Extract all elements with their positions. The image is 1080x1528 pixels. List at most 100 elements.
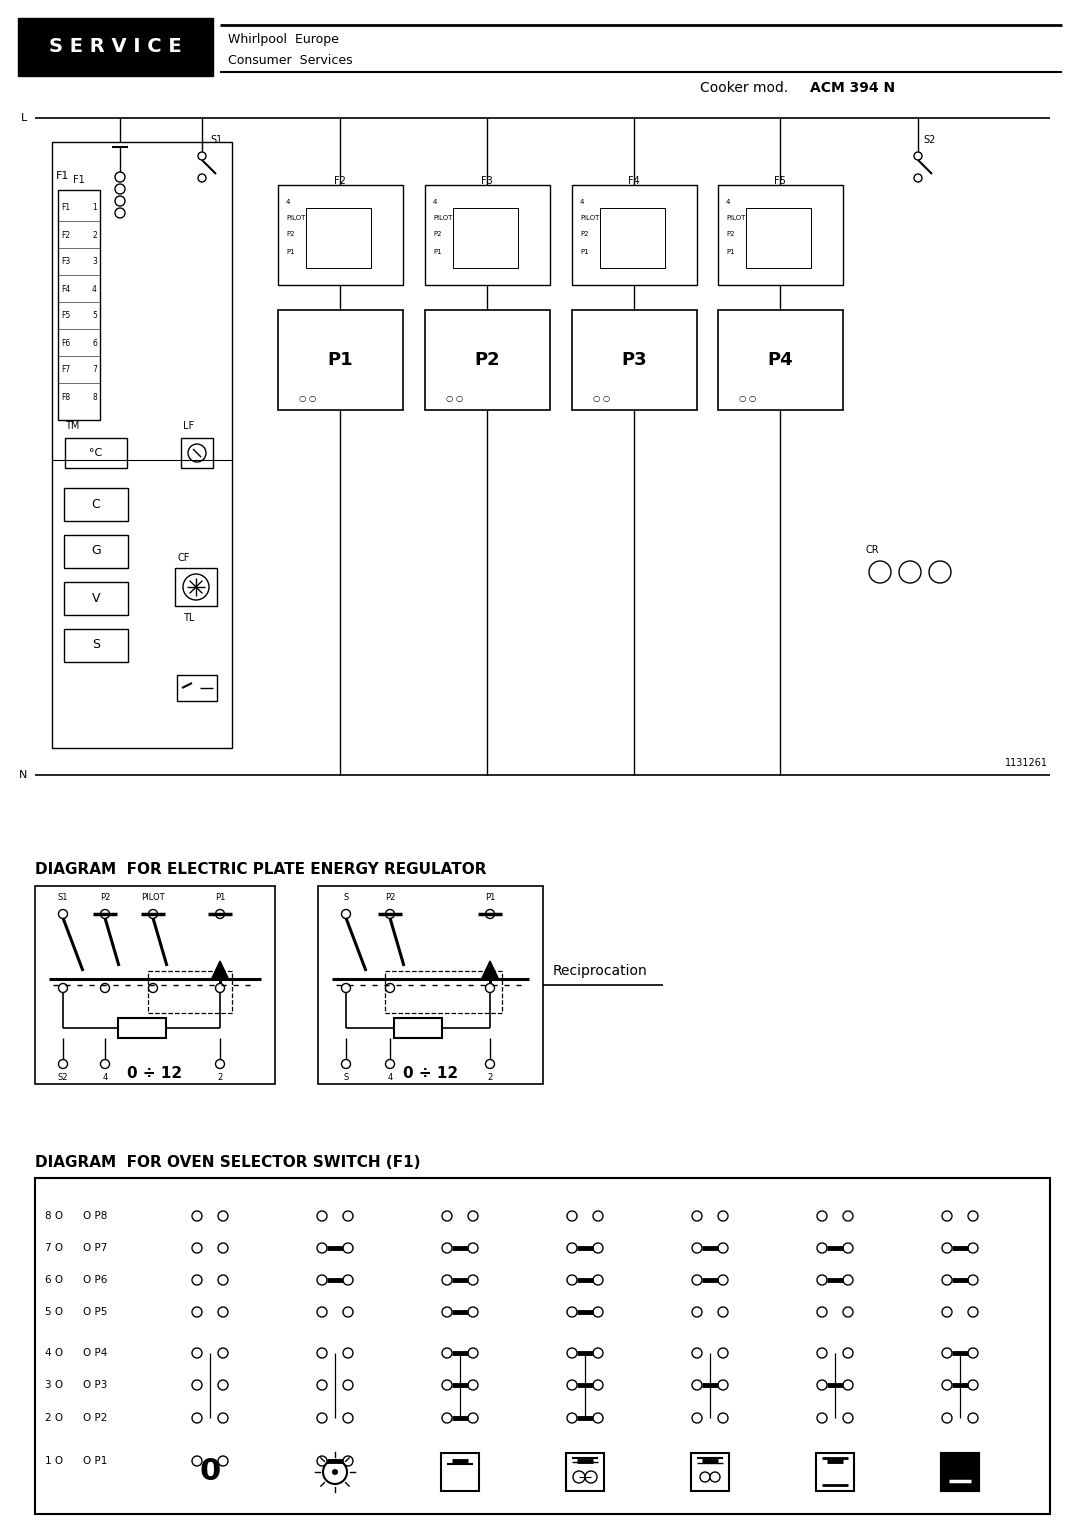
Circle shape bbox=[218, 1348, 228, 1358]
Circle shape bbox=[843, 1413, 853, 1423]
Text: PILOT: PILOT bbox=[580, 215, 599, 222]
Bar bbox=[35, 886, 275, 1083]
Circle shape bbox=[386, 909, 394, 918]
Text: ○ ○: ○ ○ bbox=[299, 394, 316, 402]
Text: °C: °C bbox=[90, 448, 103, 458]
Circle shape bbox=[593, 1274, 603, 1285]
Circle shape bbox=[386, 1059, 394, 1068]
Text: O P2: O P2 bbox=[83, 1413, 107, 1423]
Circle shape bbox=[100, 984, 109, 993]
Text: 1: 1 bbox=[92, 203, 97, 212]
Circle shape bbox=[218, 1306, 228, 1317]
Text: F2: F2 bbox=[334, 176, 346, 186]
Circle shape bbox=[816, 1413, 827, 1423]
Bar bbox=[941, 1453, 978, 1491]
Circle shape bbox=[567, 1380, 577, 1390]
Circle shape bbox=[442, 1242, 453, 1253]
Circle shape bbox=[486, 1059, 495, 1068]
Text: P2: P2 bbox=[433, 231, 442, 237]
Circle shape bbox=[968, 1380, 978, 1390]
Polygon shape bbox=[211, 961, 229, 979]
Circle shape bbox=[442, 1212, 453, 1221]
Circle shape bbox=[843, 1348, 853, 1358]
Circle shape bbox=[198, 151, 206, 160]
Circle shape bbox=[218, 1274, 228, 1285]
Circle shape bbox=[192, 1212, 202, 1221]
Bar bbox=[181, 439, 213, 468]
Circle shape bbox=[216, 909, 225, 918]
Circle shape bbox=[343, 1274, 353, 1285]
Bar bbox=[426, 185, 550, 286]
Circle shape bbox=[968, 1306, 978, 1317]
Circle shape bbox=[468, 1242, 478, 1253]
Text: Whirlpool  Europe: Whirlpool Europe bbox=[228, 34, 339, 46]
Circle shape bbox=[442, 1274, 453, 1285]
Text: 5: 5 bbox=[92, 312, 97, 321]
Circle shape bbox=[593, 1380, 603, 1390]
Circle shape bbox=[341, 984, 351, 993]
Circle shape bbox=[718, 1306, 728, 1317]
Circle shape bbox=[692, 1306, 702, 1317]
Text: PILOT: PILOT bbox=[141, 892, 165, 902]
Circle shape bbox=[114, 208, 125, 219]
Circle shape bbox=[692, 1380, 702, 1390]
Text: 8 O: 8 O bbox=[45, 1212, 63, 1221]
Text: V: V bbox=[92, 591, 100, 605]
Circle shape bbox=[942, 1274, 951, 1285]
Circle shape bbox=[593, 1212, 603, 1221]
Circle shape bbox=[192, 1456, 202, 1465]
Text: P4: P4 bbox=[767, 351, 793, 368]
Circle shape bbox=[58, 984, 67, 993]
Text: LF: LF bbox=[183, 422, 194, 431]
Circle shape bbox=[692, 1348, 702, 1358]
Circle shape bbox=[942, 1456, 951, 1465]
Text: 0 ÷ 12: 0 ÷ 12 bbox=[403, 1067, 458, 1082]
Bar bbox=[278, 310, 403, 410]
Bar bbox=[384, 970, 502, 1013]
Circle shape bbox=[843, 1212, 853, 1221]
Text: F7: F7 bbox=[60, 365, 70, 374]
Circle shape bbox=[843, 1380, 853, 1390]
Text: 2: 2 bbox=[92, 231, 97, 240]
Circle shape bbox=[192, 1274, 202, 1285]
Circle shape bbox=[318, 1242, 327, 1253]
Circle shape bbox=[816, 1212, 827, 1221]
Text: O P1: O P1 bbox=[83, 1456, 107, 1465]
Text: F3: F3 bbox=[60, 258, 70, 266]
Circle shape bbox=[968, 1413, 978, 1423]
Circle shape bbox=[323, 1459, 347, 1484]
Circle shape bbox=[442, 1348, 453, 1358]
Text: 6: 6 bbox=[92, 339, 97, 347]
Bar bbox=[691, 1453, 729, 1491]
Circle shape bbox=[942, 1413, 951, 1423]
Circle shape bbox=[593, 1306, 603, 1317]
Circle shape bbox=[486, 909, 495, 918]
Text: P1: P1 bbox=[580, 249, 589, 255]
Text: PILOT: PILOT bbox=[726, 215, 745, 222]
Text: N: N bbox=[18, 770, 27, 779]
Circle shape bbox=[192, 1380, 202, 1390]
Text: TL: TL bbox=[183, 613, 194, 623]
Circle shape bbox=[114, 183, 125, 194]
Circle shape bbox=[816, 1456, 827, 1465]
Bar bbox=[572, 310, 697, 410]
Text: 4 O: 4 O bbox=[45, 1348, 63, 1358]
Text: P2: P2 bbox=[384, 892, 395, 902]
Text: S1: S1 bbox=[57, 892, 68, 902]
Circle shape bbox=[318, 1212, 327, 1221]
Circle shape bbox=[567, 1456, 577, 1465]
Text: 4: 4 bbox=[286, 199, 291, 205]
Circle shape bbox=[183, 575, 210, 601]
Circle shape bbox=[216, 1059, 225, 1068]
Circle shape bbox=[843, 1456, 853, 1465]
Circle shape bbox=[468, 1306, 478, 1317]
Circle shape bbox=[341, 909, 351, 918]
Bar bbox=[600, 208, 665, 267]
Circle shape bbox=[149, 984, 158, 993]
Text: Consumer  Services: Consumer Services bbox=[228, 53, 353, 67]
Text: ○ ○: ○ ○ bbox=[446, 394, 463, 402]
Circle shape bbox=[593, 1456, 603, 1465]
Circle shape bbox=[216, 984, 225, 993]
Circle shape bbox=[816, 1306, 827, 1317]
Text: P2: P2 bbox=[580, 231, 589, 237]
